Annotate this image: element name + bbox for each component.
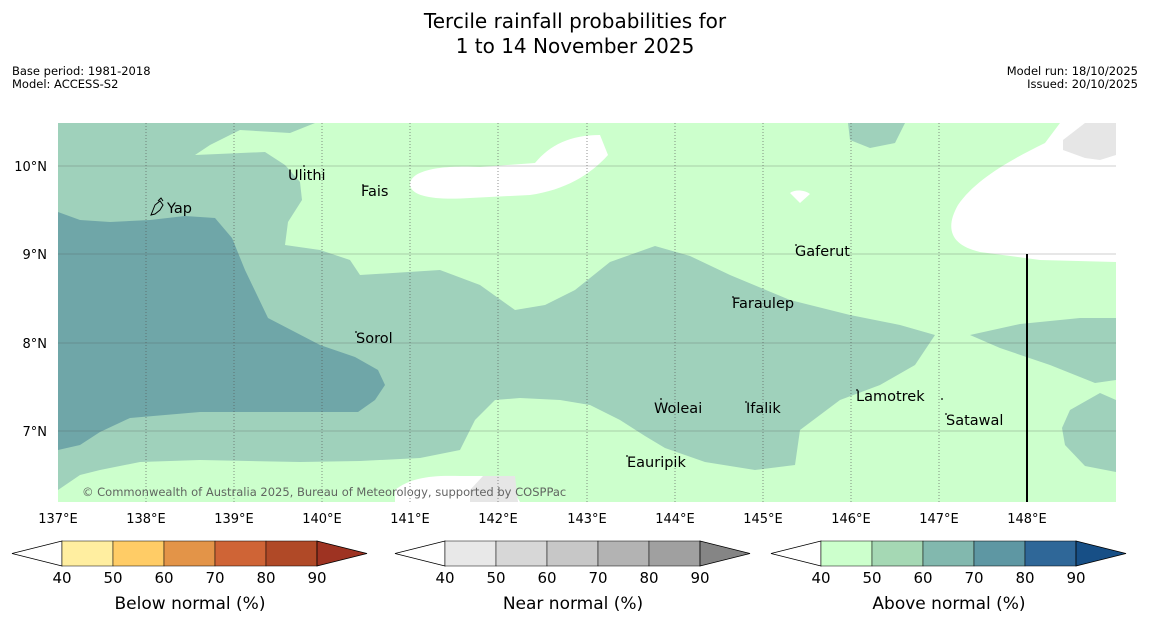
place-satawal: Satawal [946, 413, 1003, 429]
lon-label-140: 140°E [302, 512, 342, 527]
place-gaferut: Gaferut [795, 244, 850, 260]
lon-label-144: 144°E [655, 512, 695, 527]
field-above-50-60-east [970, 318, 1116, 383]
colorbar-above-tick: 90 [1066, 569, 1085, 587]
place-lamotrek: Lamotrek [856, 389, 925, 405]
place-labels: Yap Ulithi Fais Gaferut Faraulep Sorol W… [166, 168, 1003, 471]
colorbar-above-tick: 70 [964, 569, 983, 587]
colorbar-near-tick: 50 [486, 569, 505, 587]
colorbar-below-low-extend [11, 540, 63, 567]
field-above-50-60-southeast [1062, 393, 1116, 472]
meta-left: Base period: 1981-2018 Model: ACCESS-S2 [12, 65, 151, 91]
colorbar-above-high-extend [1075, 540, 1127, 567]
field-above-50-60-north [848, 123, 905, 148]
colorbar-below-segment [163, 540, 216, 567]
place-ulithi: Ulithi [288, 168, 326, 184]
lon-label-145: 145°E [743, 512, 783, 527]
colorbar-above-segment [871, 540, 924, 567]
colorbar-above-tick: 80 [1015, 569, 1034, 587]
colorbar-near-tick: 80 [639, 569, 658, 587]
lon-label-141: 141°E [390, 512, 430, 527]
latitude-labels: 10°N 9°N 8°N 7°N [14, 160, 47, 440]
yap-island-shape [150, 197, 164, 216]
field-near-south [470, 476, 518, 502]
lon-label-143: 143°E [567, 512, 607, 527]
colorbar-above-segment [820, 540, 873, 567]
field-none-northeast [951, 123, 1116, 262]
longitude-labels: 137°E 138°E 139°E 140°E 141°E 142°E 143°… [38, 512, 1047, 527]
colorbar-near-segment [648, 540, 701, 567]
lon-label-139: 139°E [214, 512, 254, 527]
colorbar-above-segment [1024, 540, 1077, 567]
colorbar-near-segment [495, 540, 548, 567]
colorbar-near-tick: 40 [435, 569, 454, 587]
colorbar-below-segment [265, 540, 318, 567]
lat-label-8n: 8°N [23, 337, 48, 352]
colorbars: 40 50 60 70 80 90 40 50 60 70 80 90 40 50 60 70 80 90 [11, 540, 1127, 587]
lat-label-10n: 10°N [14, 160, 47, 175]
colorbar-below-tick: 90 [307, 569, 326, 587]
colorbar-below-segment [214, 540, 267, 567]
title-line-1: Tercile rainfall probabilities for [423, 9, 727, 33]
island-markers [303, 165, 947, 457]
colorbar-above: 40 50 60 70 80 90 [770, 540, 1127, 587]
colorbar-below-segment [112, 540, 165, 567]
colorbar-above-tick: 60 [913, 569, 932, 587]
colorbar-near-segment [444, 540, 497, 567]
title-line-2: 1 to 14 November 2025 [455, 34, 695, 58]
lon-label-138: 138°E [126, 512, 166, 527]
lon-label-142: 142°E [478, 512, 518, 527]
colorbar-below-tick: 50 [103, 569, 122, 587]
colorbar-below: 40 50 60 70 80 90 [11, 540, 368, 587]
colorbar-near-segment [597, 540, 650, 567]
lon-label-147: 147°E [919, 512, 959, 527]
colorbar-label-below: Below normal (%) [114, 594, 266, 614]
colorbar-near-tick: 60 [537, 569, 556, 587]
place-ifalik: Ifalik [746, 401, 781, 417]
colorbar-above-tick: 50 [862, 569, 881, 587]
graticule [58, 123, 1116, 502]
colorbar-below-high-extend [316, 540, 368, 567]
colorbar-below-tick: 80 [256, 569, 275, 587]
map-title: Tercile rainfall probabilities for 1 to … [0, 9, 1150, 59]
colorbar-above-segment [922, 540, 975, 567]
lon-label-146: 146°E [831, 512, 871, 527]
model-run: Model run: 18/10/2025 [1006, 64, 1138, 78]
colorbar-above-tick: 40 [811, 569, 830, 587]
colorbar-near-tick: 70 [588, 569, 607, 587]
issued-date: Issued: 20/10/2025 [1027, 77, 1138, 91]
colorbar-label-above: Above normal (%) [872, 594, 1026, 614]
lat-label-7n: 7°N [23, 425, 48, 440]
colorbar-below-segment [61, 540, 114, 567]
lon-label-148: 148°E [1007, 512, 1047, 527]
meta-right: Model run: 18/10/2025 Issued: 20/10/2025 [1007, 65, 1138, 91]
colorbar-near-low-extend [394, 540, 446, 567]
place-fais: Fais [361, 184, 388, 200]
field-none-small [790, 190, 810, 203]
base-period: Base period: 1981-2018 [12, 64, 151, 78]
colorbar-below-tick: 70 [205, 569, 224, 587]
colorbar-above-low-extend [770, 540, 822, 567]
model-name: Model: ACCESS-S2 [12, 77, 119, 91]
place-eauripik: Eauripik [627, 455, 686, 471]
lat-label-9n: 9°N [23, 248, 48, 263]
colorbar-near-tick: 90 [690, 569, 709, 587]
place-sorol: Sorol [356, 331, 393, 347]
colorbar-below-tick: 60 [154, 569, 173, 587]
place-woleai: Woleai [654, 401, 702, 417]
colorbar-above-segment [973, 540, 1026, 567]
copyright-notice: © Commonwealth of Australia 2025, Bureau… [82, 485, 566, 499]
colorbar-near-segment [546, 540, 599, 567]
colorbar-below-tick: 40 [52, 569, 71, 587]
colorbar-near: 40 50 60 70 80 90 [394, 540, 751, 587]
place-yap: Yap [166, 201, 192, 217]
lon-label-137: 137°E [38, 512, 78, 527]
field-none-north [410, 135, 608, 199]
place-faraulep: Faraulep [732, 296, 794, 312]
field-near-ne [1063, 123, 1116, 160]
field-above-60-70 [58, 212, 385, 450]
colorbar-label-near: Near normal (%) [502, 594, 644, 614]
colorbar-near-high-extend [699, 540, 751, 567]
